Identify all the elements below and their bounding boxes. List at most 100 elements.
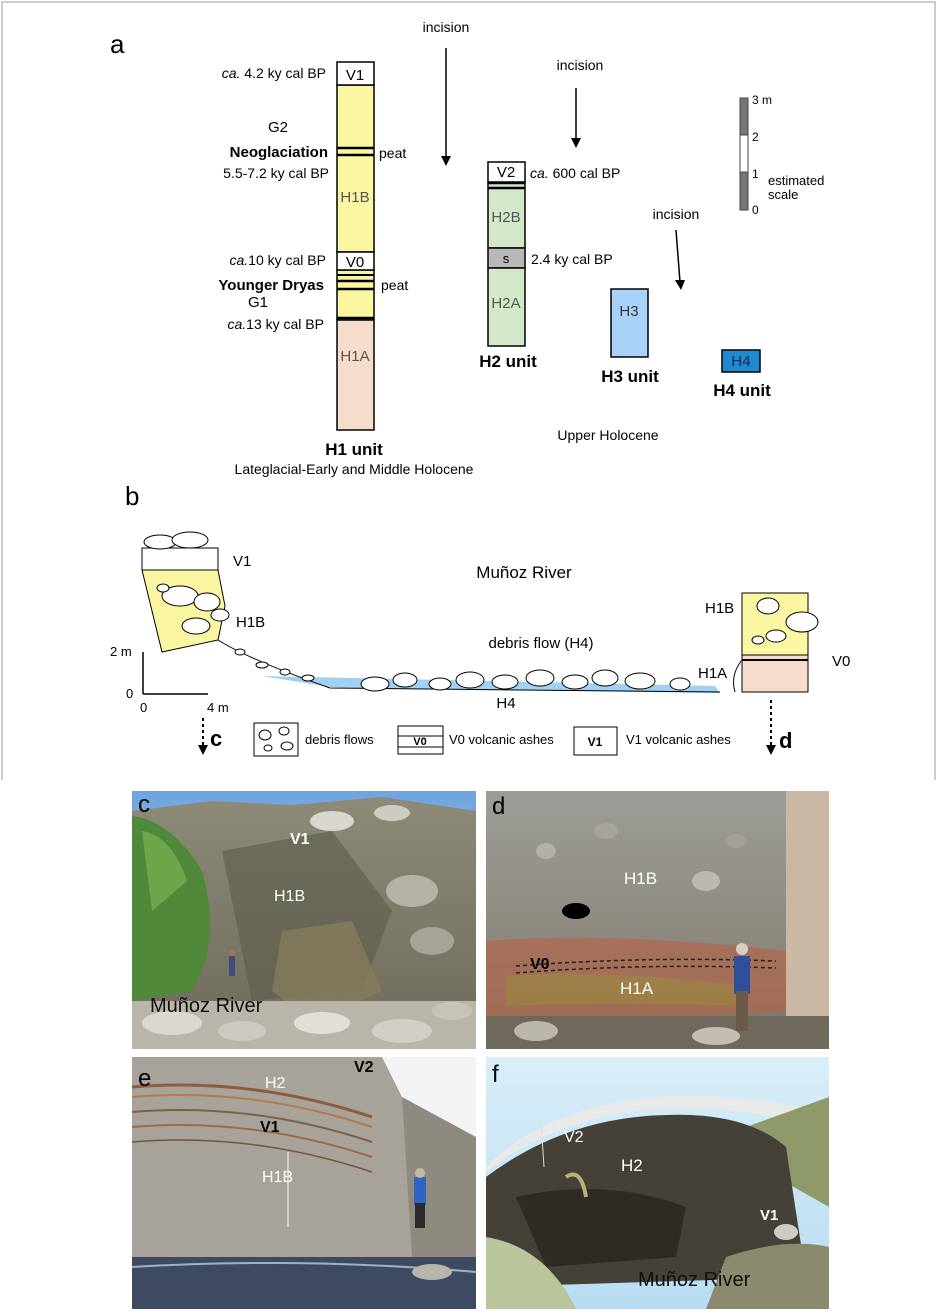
boulder [171, 531, 209, 549]
legend-v1-symbol: V1 [588, 735, 603, 749]
g1-age: ca.13 ky cal BP [227, 316, 324, 332]
legend: debris flows V0 V0 volcanic ashes V1 V1 … [253, 722, 731, 757]
v0-age: ca.10 ky cal BP [229, 252, 326, 268]
h1a-label: H1A [340, 348, 369, 365]
photo-d-letter: d [492, 793, 506, 820]
photo-d-h1a: H1A [620, 979, 654, 998]
legend-v1-text: V1 volcanic ashes [626, 732, 731, 747]
debris-icon [258, 729, 272, 741]
boulder [785, 611, 819, 633]
h4-section-label: H4 [496, 695, 515, 712]
legend-v0-text: V0 volcanic ashes [449, 732, 554, 747]
v1-label: V1 [346, 67, 364, 84]
debris-boulders [234, 648, 691, 692]
scale-label: scale [768, 187, 798, 202]
photo-d-h1b: H1B [624, 869, 658, 888]
right-bank-edge [733, 659, 743, 693]
v2-label: V2 [497, 164, 515, 181]
scale-tick: 1 [752, 167, 759, 181]
incision-arrows: incision incision incision [423, 19, 699, 290]
scale-x0: 0 [140, 700, 147, 715]
scale-segment-dark [739, 171, 749, 211]
h1b-label: H1B [340, 189, 369, 206]
photo-c: c V1 H1B Muñoz River [132, 791, 476, 1049]
h1b-layer [336, 84, 375, 253]
photo-c-letter: c [138, 791, 150, 818]
section-scale: 2 m 0 0 4 m [110, 644, 229, 715]
estimated-scale: 3 m 2 1 0 estimated scale [739, 93, 824, 217]
scale-label: estimated [768, 173, 824, 188]
peat-label-upper: peat [379, 145, 406, 161]
g1-label: G1 [248, 294, 268, 311]
boulder [143, 534, 177, 550]
panel-a-letter: a [110, 29, 125, 59]
soil-label: s [503, 251, 510, 266]
peat-label-lower: peat [381, 277, 408, 293]
scale-tick: 2 [752, 130, 759, 144]
boulder [751, 635, 765, 645]
g1-layer [336, 269, 375, 321]
incision-label-2: incision [557, 57, 604, 73]
photo-e: e H2 V2 V1 H1B [132, 1057, 476, 1309]
photo-f-h2: H2 [621, 1156, 643, 1175]
scale-2m: 2 m [110, 644, 132, 659]
scale-tick: 3 m [752, 93, 772, 107]
photo-f: f V2 H2 V1 Muñoz River [486, 1057, 829, 1309]
ref-letter-d: d [779, 728, 792, 753]
v0-label: V0 [346, 254, 364, 271]
panel-b-letter: b [125, 481, 139, 511]
h4-column: H4 H4 unit [713, 349, 771, 400]
photo-d: d H1B V0 H1A [486, 791, 829, 1049]
g2-label: G2 [268, 119, 288, 136]
boulder [765, 629, 787, 643]
arrow-head-icon [441, 156, 451, 166]
photo-c-h1b: H1B [274, 888, 306, 905]
photo-e-v2: V2 [354, 1059, 374, 1076]
arrow-head-icon [766, 745, 776, 755]
h3-unit-title: H3 unit [601, 367, 659, 386]
scale-4m: 4 m [207, 700, 229, 715]
incision-label-1: incision [423, 19, 470, 35]
incision-arrow-3 [675, 229, 681, 283]
photo-f-image [486, 1057, 829, 1309]
boulder [193, 592, 221, 612]
legend-debris-text: debris flows [305, 732, 374, 747]
photo-d-image [486, 791, 829, 1049]
legend-v0-swatch [397, 725, 444, 755]
h1-column: V1 H1B V0 H1A H1 unit Lateglacial-Early … [235, 61, 474, 477]
h3-label: H3 [619, 303, 638, 320]
h1b-section-label-right: H1B [705, 600, 734, 617]
photo-f-letter: f [492, 1061, 499, 1088]
photo-e-letter: e [138, 1065, 152, 1092]
arrow-head-icon [571, 138, 581, 148]
h3-column: H3 H3 unit [601, 288, 659, 386]
h2b-label: H2B [491, 209, 520, 226]
photo-e-h1b: H1B [262, 1169, 294, 1186]
photo-c-image [132, 791, 476, 1049]
younger-dryas-label: Younger Dryas [218, 277, 324, 294]
debris-icon [263, 744, 273, 752]
h1a-section-label: H1A [698, 665, 727, 682]
v1-age: ca. 4.2 ky cal BP [222, 65, 326, 81]
left-bank-v1 [141, 547, 219, 571]
legend-debris-swatch [253, 722, 299, 757]
h1b-section-label-left: H1B [236, 614, 265, 631]
scale-0: 0 [126, 686, 133, 701]
h2b-layer [487, 181, 526, 249]
legend-v1-swatch [573, 726, 618, 756]
boulder [156, 583, 170, 593]
boulder [756, 597, 780, 615]
h2-unit-title: H2 unit [479, 352, 537, 371]
v0-ash-box [336, 251, 375, 271]
h1a-layer [336, 319, 375, 431]
h1-unit-subtitle: Lateglacial-Early and Middle Holocene [235, 461, 474, 477]
h1-left-labels: ca. 4.2 ky cal BP G2 Neoglaciation 5.5-7… [218, 65, 408, 332]
boulder [181, 617, 211, 635]
v0-section-label: V0 [832, 653, 850, 670]
h4-layer [721, 349, 761, 373]
scale-segment-light [739, 134, 749, 173]
photo-e-image [132, 1057, 476, 1309]
neoglaciation-label: Neoglaciation [230, 144, 328, 161]
upper-holocene-label: Upper Holocene [557, 427, 658, 443]
